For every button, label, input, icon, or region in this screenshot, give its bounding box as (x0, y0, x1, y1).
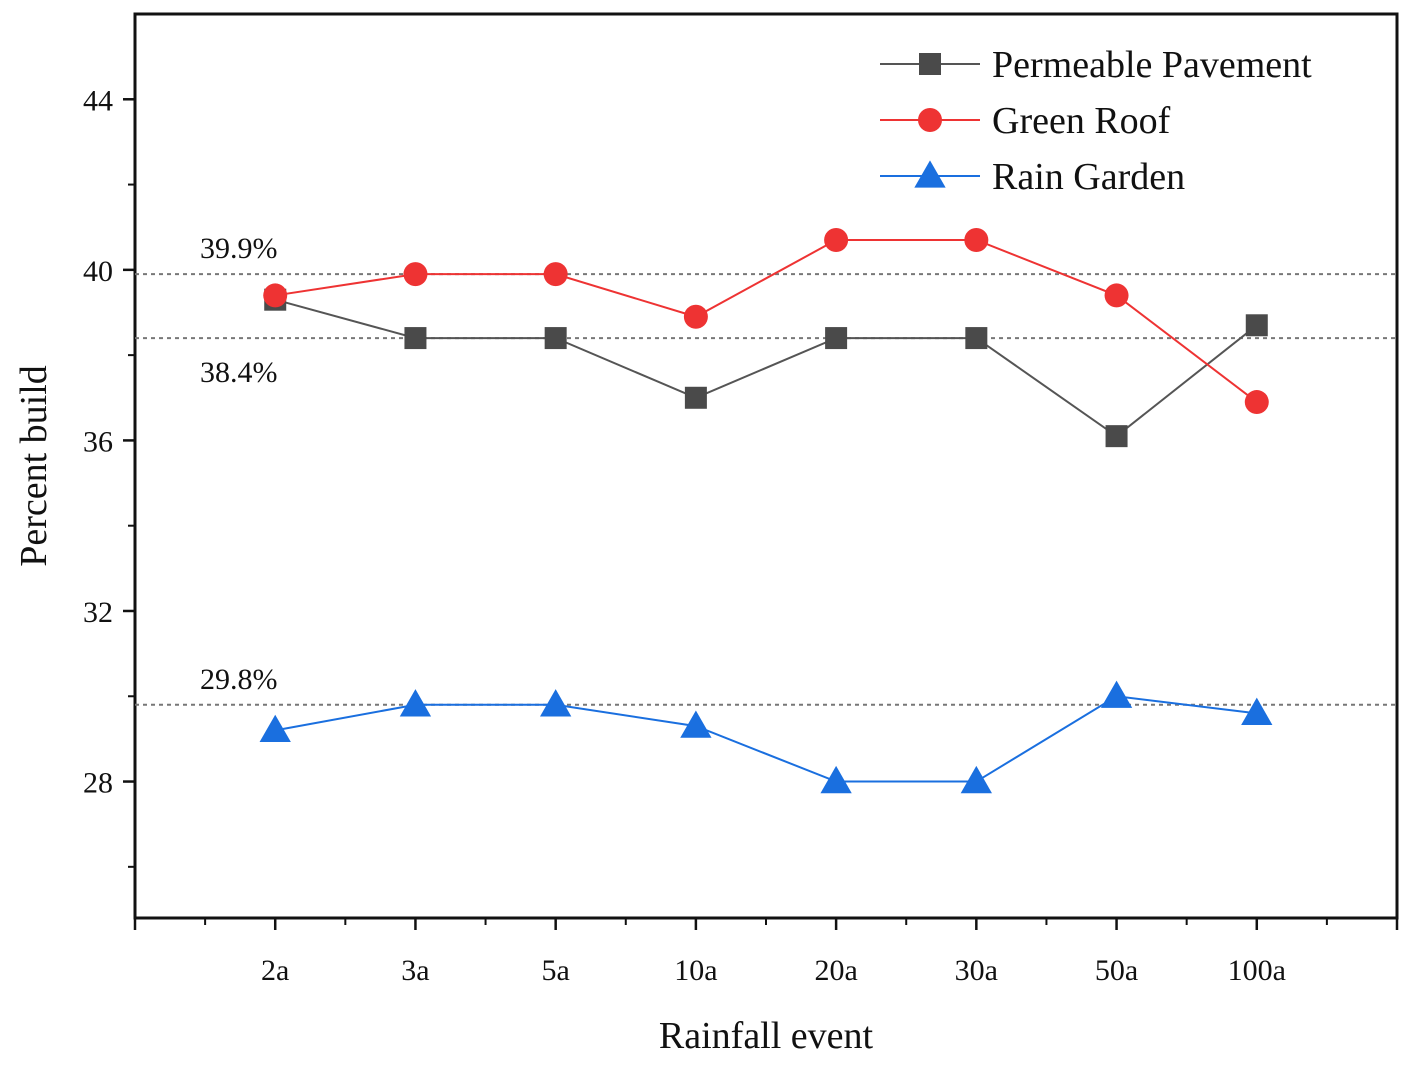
data-point (1241, 697, 1273, 725)
data-point (680, 710, 712, 738)
legend-marker (918, 108, 942, 132)
y-tick-label: 40 (83, 255, 113, 288)
data-point (1245, 314, 1268, 337)
reference-label: 39.9% (200, 232, 278, 265)
x-tick-label: 20a (814, 954, 857, 987)
data-point (824, 228, 849, 252)
data-point (1244, 390, 1269, 415)
data-point (964, 228, 989, 252)
x-tick-label: 3a (401, 954, 429, 987)
x-tick-label: 10a (674, 954, 717, 987)
y-tick-label: 32 (83, 596, 113, 629)
x-axis-title: Rainfall event (659, 1015, 874, 1057)
y-axis-title: Percent build (13, 365, 55, 567)
data-point (960, 765, 992, 794)
x-tick-label: 5a (542, 954, 570, 987)
x-tick-label: 2a (261, 954, 289, 987)
data-point (403, 262, 428, 287)
y-tick-label: 36 (83, 425, 113, 458)
legend-label: Permeable Pavement (992, 44, 1312, 86)
data-point (965, 327, 988, 350)
data-point (820, 765, 852, 794)
legend-label: Rain Garden (992, 156, 1185, 198)
data-point (544, 327, 567, 350)
data-point (404, 327, 427, 350)
data-point (683, 304, 708, 329)
x-tick-label: 30a (955, 954, 998, 987)
reference-label: 29.8% (200, 663, 278, 696)
data-point (1104, 283, 1129, 308)
data-point (1105, 425, 1128, 448)
series-line (275, 239, 1258, 403)
data-point (825, 327, 848, 350)
plot-area: 28 32 36 40 44 2a 3a 5a 10a 20a 30a 50a 100a 39.9% 38.… (83, 12, 1399, 987)
legend-marker (914, 160, 946, 188)
x-tick-label: 50a (1095, 954, 1138, 987)
y-tick-label: 44 (83, 84, 113, 117)
series-line (275, 695, 1257, 783)
reference-label: 38.4% (200, 356, 278, 389)
y-tick-label: 28 (83, 767, 113, 800)
series-line (274, 298, 1258, 438)
data-point (540, 689, 572, 717)
data-point (1100, 680, 1133, 708)
plot-frame (133, 12, 1399, 920)
data-point (399, 689, 432, 717)
data-point (259, 714, 291, 743)
data-point (684, 386, 707, 409)
legend-label: Green Roof (992, 100, 1171, 142)
legend-marker (919, 53, 941, 75)
x-tick-label: 100a (1228, 954, 1286, 987)
data-point (543, 262, 568, 287)
data-point (263, 283, 288, 308)
